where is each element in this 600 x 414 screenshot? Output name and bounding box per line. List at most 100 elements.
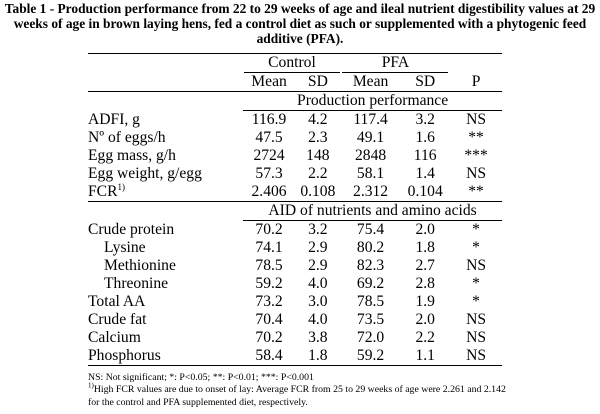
cell-psd: 2.0 — [415, 311, 435, 328]
table-row: Egg weight, g/egg 57.3 2.2 58.1 1.4 NS — [88, 165, 502, 183]
cell-csd: 2.9 — [308, 257, 328, 274]
cell-csd: 2.9 — [308, 239, 328, 256]
table-row: Crude fat 70.4 4.0 73.5 2.0 NS — [88, 311, 502, 329]
cell-psd: 2.8 — [415, 275, 435, 292]
row-label-text: Phosphorus — [88, 347, 161, 364]
header-control-sd: SD — [307, 73, 328, 90]
cell-p: *** — [464, 147, 488, 164]
cell-p: NS — [466, 257, 486, 274]
cell-p: * — [472, 275, 480, 292]
cell-psd: 116 — [413, 147, 437, 164]
cell-csd: 148 — [306, 147, 330, 164]
row-label-text: Egg mass, g/h — [88, 147, 176, 164]
cell-csd: 2.2 — [308, 165, 328, 182]
section-title: Production performance — [243, 91, 502, 111]
row-label: FCR1) — [88, 182, 243, 202]
table-row: Egg mass, g/h 2724 148 2848 116 *** — [88, 147, 502, 165]
cell-cm: 74.1 — [255, 239, 283, 256]
header-pfa: PFA — [342, 54, 449, 73]
cell-cm: 70.2 — [255, 221, 283, 238]
cell-pm: 117.4 — [353, 111, 388, 128]
row-label: Nº of eggs/h — [88, 129, 243, 147]
cell-pm: 82.3 — [356, 257, 385, 274]
cell-cm: 70.2 — [255, 329, 283, 346]
cell-csd: 0.108 — [300, 183, 336, 200]
cell-psd: 1.4 — [415, 165, 435, 182]
table-row: Methionine 78.5 2.9 82.3 2.7 NS — [88, 257, 502, 275]
cell-p: ** — [468, 129, 484, 146]
cell-cm: 57.3 — [255, 165, 283, 182]
row-label: Egg weight, g/egg — [88, 165, 243, 183]
cell-cm: 70.4 — [255, 311, 283, 328]
row-label: Crude protein — [88, 221, 243, 240]
table-row: Threonine 59.2 4.0 69.2 2.8 * — [88, 275, 502, 293]
cell-csd: 4.2 — [308, 111, 328, 128]
cell-cm: 59.2 — [255, 275, 283, 292]
table-caption: Table 1 - Production performance from 22… — [4, 1, 596, 46]
cell-pm: 59.2 — [340, 347, 401, 366]
row-label-text: Crude fat — [88, 311, 147, 328]
row-label-text: Lysine — [104, 239, 146, 256]
row-label-text: Threonine — [104, 275, 169, 292]
cell-psd: 2.0 — [415, 221, 435, 238]
cell-p: NS — [466, 329, 486, 346]
cell-psd: 1.8 — [415, 239, 435, 256]
cell-csd: 4.0 — [308, 311, 328, 328]
table-row: Lysine 74.1 2.9 80.2 1.8 * — [88, 239, 502, 257]
header-group-row: Control PFA — [88, 53, 502, 73]
header-pfa-mean: Mean — [352, 73, 389, 90]
table-notes: NS: Not significant; *: P<0.05; **: P<0.… — [88, 372, 508, 409]
significance-note: NS: Not significant; *: P<0.05; **: P<0.… — [88, 372, 314, 383]
cell-p: ** — [468, 183, 484, 200]
row-label-text: FCR — [88, 183, 118, 200]
row-label: Threonine — [88, 275, 243, 293]
cell-cm: 116.9 — [251, 111, 287, 128]
cell-pm: 73.5 — [356, 311, 385, 328]
cell-csd: 3.8 — [308, 329, 328, 346]
cell-cm: 2.406 — [251, 183, 287, 200]
table-row: Phosphorus 58.4 1.8 59.2 1.1 NS — [88, 347, 502, 366]
cell-cm: 78.5 — [255, 257, 283, 274]
section-title: AID of nutrients and amino acids — [243, 201, 502, 221]
row-label: Phosphorus — [88, 347, 244, 366]
row-label: Calcium — [88, 329, 243, 347]
cell-pm: 49.1 — [356, 129, 385, 146]
row-label: Total AA — [88, 293, 243, 311]
section-header-row: Production performance — [88, 91, 502, 111]
table-row: ADFI, g 116.9 4.2 117.4 3.2 NS — [88, 111, 502, 130]
cell-pm: 58.1 — [356, 165, 385, 182]
cell-pm: 78.5 — [356, 293, 385, 310]
cell-cm: 2724 — [253, 147, 285, 164]
row-label-text: ADFI, g — [88, 110, 140, 128]
cell-psd: 1.6 — [415, 129, 435, 146]
table-row: Nº of eggs/h 47.5 2.3 49.1 1.6 ** — [88, 129, 502, 147]
row-label-text: Total AA — [88, 293, 146, 310]
footnote-mark: 1) — [88, 382, 94, 391]
header-sub-row: Mean SD Mean SD P — [88, 73, 502, 92]
cell-cm: 73.2 — [255, 293, 283, 310]
cell-p: NS — [466, 111, 486, 128]
header-control-mean: Mean — [251, 73, 287, 90]
cell-pm: 80.2 — [356, 239, 385, 256]
row-label: Lysine — [88, 239, 243, 257]
cell-psd: 1.9 — [415, 293, 435, 310]
cell-csd: 2.3 — [308, 129, 328, 146]
row-label-text: Egg weight, g/egg — [88, 165, 202, 182]
cell-csd: 1.8 — [294, 347, 341, 366]
table-row: FCR1) 2.406 0.108 2.312 0.104 ** — [88, 182, 502, 202]
cell-pm: 2848 — [354, 147, 387, 164]
row-label-text: Methionine — [104, 257, 176, 274]
cell-pm: 2.312 — [353, 183, 389, 200]
header-p: P — [471, 73, 481, 90]
row-label: ADFI, g — [88, 111, 243, 130]
footnote-text: High FCR values are due to onset of lay:… — [88, 384, 506, 408]
table-row: Crude protein 70.2 3.2 75.4 2.0 * — [88, 221, 502, 240]
cell-cm: 58.4 — [243, 347, 295, 366]
cell-p: NS — [466, 165, 486, 182]
row-label: Methionine — [88, 257, 243, 275]
cell-p: * — [472, 293, 480, 310]
row-label-text: Calcium — [88, 329, 141, 346]
header-pfa-sd: SD — [415, 73, 436, 90]
cell-csd: 3.2 — [308, 221, 328, 238]
table-row: Total AA 73.2 3.0 78.5 1.9 * — [88, 293, 502, 311]
